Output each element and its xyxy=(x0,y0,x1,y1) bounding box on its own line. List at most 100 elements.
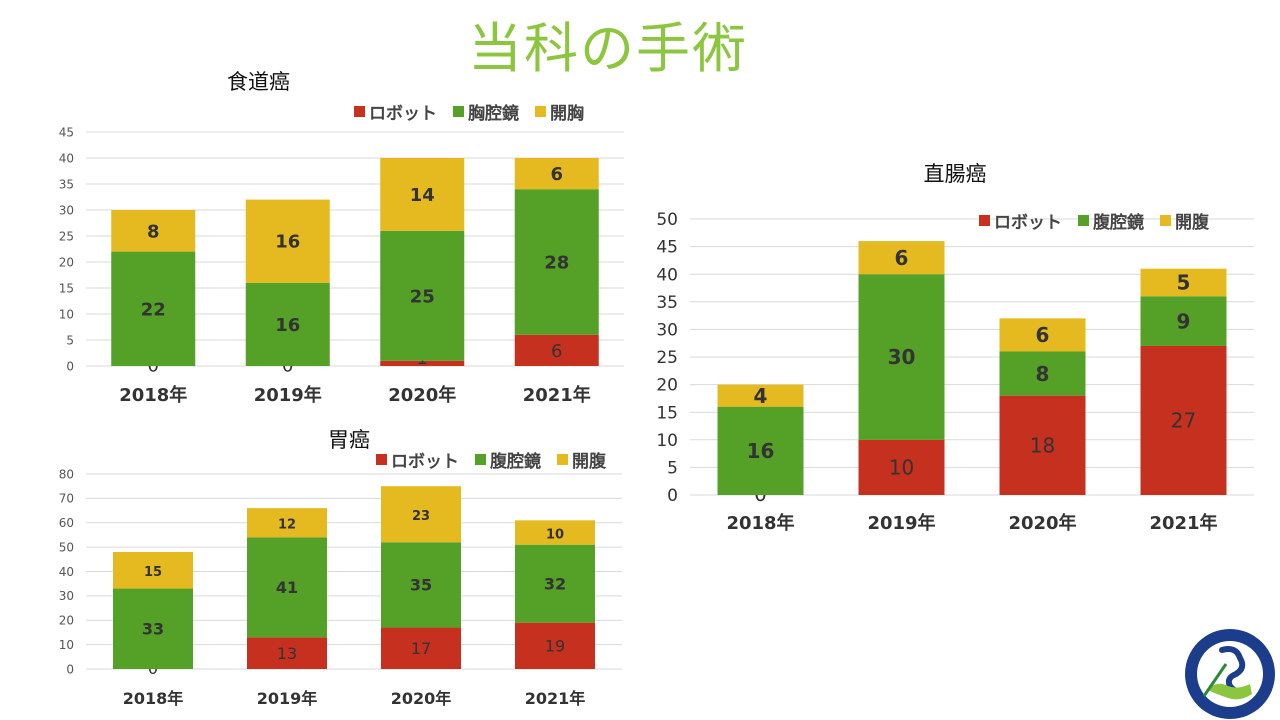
bar-segment xyxy=(245,282,330,366)
bar-segment xyxy=(111,210,196,252)
y-tick-label: 0 xyxy=(667,486,678,506)
bar-segment xyxy=(514,334,599,366)
bar-segment xyxy=(999,318,1086,352)
legend-item-open: 開腹 xyxy=(1160,208,1209,233)
x-category-label: 2019年 xyxy=(257,689,318,708)
bar-segment xyxy=(111,251,196,366)
data-label: 8 xyxy=(147,221,160,242)
y-tick-label: 50 xyxy=(59,540,74,554)
chart-legend: ロボット 腹腔鏡 開腹 xyxy=(376,447,606,472)
data-label: 17 xyxy=(411,639,431,658)
legend-item-scope: 腹腔鏡 xyxy=(475,447,541,472)
data-label: 8 xyxy=(1036,362,1050,386)
rectal-chart: 直腸癌 ロボット 腹腔鏡 開腹 051015202530354045500164… xyxy=(640,150,1270,550)
x-category-label: 2020年 xyxy=(1008,512,1076,534)
legend-swatch xyxy=(354,106,365,117)
y-tick-label: 40 xyxy=(59,565,74,579)
data-label: 35 xyxy=(410,576,432,595)
x-category-label: 2020年 xyxy=(388,384,456,406)
x-category-label: 2020年 xyxy=(391,689,452,708)
university-logo xyxy=(1185,629,1275,719)
data-label: 4 xyxy=(754,384,768,408)
bar-segment xyxy=(717,384,804,407)
x-category-label: 2018年 xyxy=(119,384,187,406)
x-category-label: 2019年 xyxy=(254,384,322,406)
x-category-label: 2019年 xyxy=(867,512,935,534)
y-tick-label: 20 xyxy=(59,614,74,628)
y-tick-label: 10 xyxy=(59,307,74,321)
x-category-label: 2018年 xyxy=(726,512,794,534)
legend-label: ロボット xyxy=(369,104,437,124)
data-label: 23 xyxy=(412,509,430,524)
legend-label: ロボット xyxy=(994,213,1062,233)
legend-swatch xyxy=(453,106,464,117)
data-label: 27 xyxy=(1171,409,1196,433)
bar-segment xyxy=(247,637,327,669)
data-label: 13 xyxy=(277,644,297,663)
legend-swatch xyxy=(1160,215,1171,226)
bar-segment xyxy=(381,627,461,669)
bar-segment xyxy=(113,552,193,589)
bar-segment xyxy=(515,622,595,669)
legend-label: 開腹 xyxy=(572,452,606,472)
y-tick-label: 60 xyxy=(59,516,74,530)
legend-item-open: 開腹 xyxy=(557,447,606,472)
y-tick-label: 5 xyxy=(667,459,678,479)
x-category-label: 2018年 xyxy=(123,689,184,708)
data-label: 19 xyxy=(545,637,565,656)
data-label: 12 xyxy=(278,518,296,533)
data-label: 6 xyxy=(551,341,562,362)
x-category-label: 2021年 xyxy=(525,689,586,708)
y-tick-label: 0 xyxy=(66,662,74,676)
data-label: 6 xyxy=(895,246,909,270)
y-tick-label: 35 xyxy=(656,293,678,313)
legend-label: 腹腔鏡 xyxy=(1093,213,1144,233)
legend-item-robot: ロボット xyxy=(979,208,1062,233)
data-label: 25 xyxy=(410,286,435,307)
bar-segment xyxy=(717,406,804,495)
y-tick-label: 30 xyxy=(656,321,678,341)
legend-swatch xyxy=(557,454,568,465)
data-label: 16 xyxy=(275,315,300,336)
x-category-label: 2021年 xyxy=(1149,512,1217,534)
legend-label: 開胸 xyxy=(550,104,584,124)
y-tick-label: 20 xyxy=(656,376,678,396)
bar-segment xyxy=(858,439,945,495)
data-label: 16 xyxy=(275,232,300,253)
bar-segment xyxy=(113,588,193,669)
legend-label: 開腹 xyxy=(1175,213,1209,233)
data-label: 6 xyxy=(550,164,563,185)
bar-segment xyxy=(380,158,465,231)
chart-title: 食道癌 xyxy=(227,70,290,94)
legend-swatch xyxy=(376,454,387,465)
bar-segment xyxy=(1140,296,1227,346)
y-tick-label: 5 xyxy=(66,333,74,347)
legend-swatch xyxy=(475,454,486,465)
y-tick-label: 40 xyxy=(59,151,74,165)
logo-map-mark xyxy=(1208,683,1252,700)
bar-segment xyxy=(380,360,465,366)
data-label: 30 xyxy=(888,345,916,369)
y-tick-label: 20 xyxy=(59,255,74,269)
gastric-plot: 01020304050607080033152018年1341122019年17… xyxy=(59,467,622,708)
y-tick-label: 10 xyxy=(59,638,74,652)
data-label: 22 xyxy=(141,299,166,320)
bar-segment xyxy=(858,241,945,275)
bar-segment xyxy=(247,508,327,538)
data-label: 15 xyxy=(144,565,162,580)
y-tick-label: 80 xyxy=(59,467,74,481)
y-tick-label: 25 xyxy=(656,348,678,368)
gastric-chart: 胃癌 ロボット 腹腔鏡 開腹 0102030405060708003315201… xyxy=(40,420,630,720)
bar-segment xyxy=(999,395,1086,495)
y-tick-label: 40 xyxy=(656,265,678,285)
y-tick-label: 30 xyxy=(59,589,74,603)
legend-item-robot: ロボット xyxy=(354,99,437,124)
legend-label: 腹腔鏡 xyxy=(490,452,541,472)
bar-segment xyxy=(515,520,595,545)
data-label: 5 xyxy=(1177,271,1191,295)
legend-swatch xyxy=(1078,215,1089,226)
page-title: 当科の手術 xyxy=(468,17,748,80)
y-tick-label: 70 xyxy=(59,492,74,506)
chart-legend: ロボット 胸腔鏡 開胸 xyxy=(354,99,584,124)
data-label: 6 xyxy=(1036,323,1050,347)
